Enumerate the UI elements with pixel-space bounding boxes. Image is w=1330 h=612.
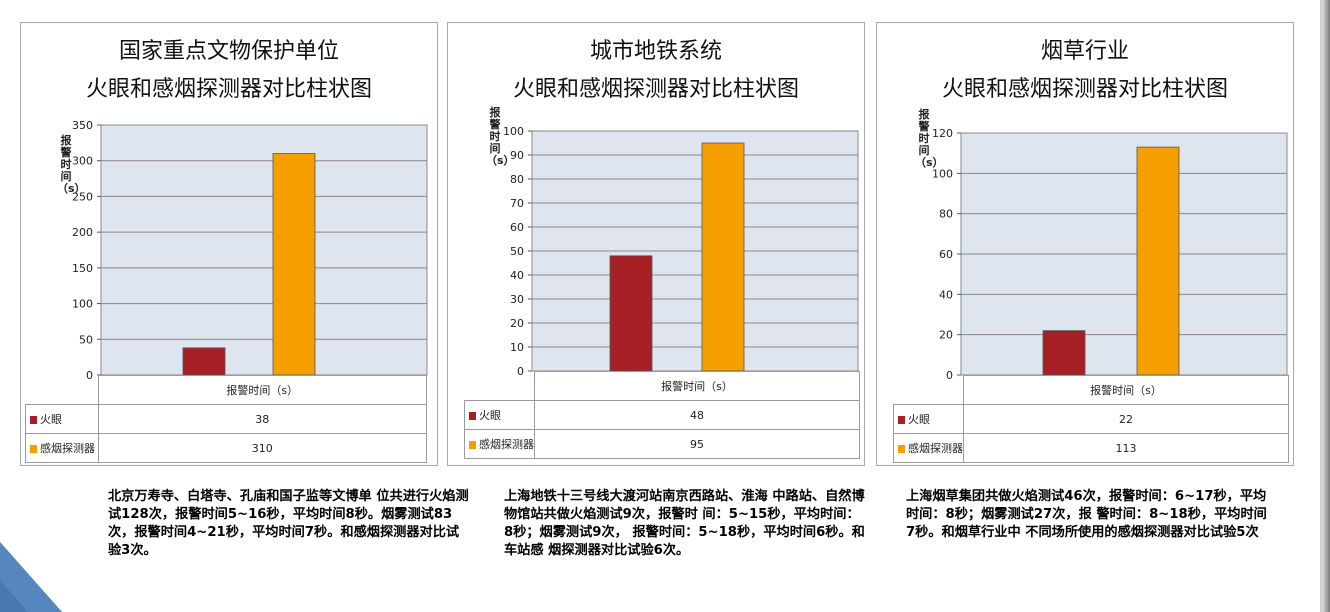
chart-title: 烟草行业 火眼和感烟探测器对比柱状图 [877,33,1293,109]
series-name: 火眼 [479,409,501,422]
y-tick-label: 90 [510,149,524,162]
y-tick-label: 20 [939,329,953,342]
series-name: 感烟探测器 [908,442,963,455]
table-header-row: 报警时间（s） [894,375,1289,405]
bar-plot: 0 10 20 30 40 50 60 70 80 90 100 [503,125,859,378]
smoke-detector-legend-swatch [30,445,37,453]
bar-smoke-detector [1136,146,1180,376]
y-tick-label: 150 [72,262,93,275]
data-value: 310 [97,433,427,463]
description-text: 上海烟草集团共做火焰测试46次，报警时间：6~17秒，平均时间：8秒；烟雾测试2… [906,489,1267,540]
data-value: 48 [534,400,860,430]
corner-triangle-decoration [0,542,62,612]
category-label: 报警时间（s） [963,375,1289,405]
y-tick-label: 350 [72,119,93,132]
fire-eye-legend-swatch [898,416,905,424]
y-tick-label: 100 [932,167,953,180]
description-text: 上海地铁十三号线大渡河站南京西路站、淮海 中路站、自然博物馆站共做火焰测试9次，… [504,489,865,558]
table-row: 感烟探测器 310 [25,433,427,463]
chart-panel-1: 国家重点文物保护单位 火眼和感烟探测器对比柱状图 报警时间（s） 0 50 100 1… [20,22,438,466]
y-tick-label: 0 [86,369,93,382]
y-tick-label: 100 [72,298,93,311]
y-tick-label: 20 [510,317,524,330]
category-label: 报警时间（s） [97,375,427,405]
fire-eye-legend-swatch [30,416,37,424]
bar-plot: 0 50 100 150 200 250 300 350 [72,119,428,382]
y-tick-label: 10 [510,341,524,354]
bar-plot: 0 20 40 60 80 100 120 [932,127,1288,382]
data-value: 38 [97,404,427,434]
y-tick-label: 50 [79,333,93,346]
y-tick-label: 50 [510,245,524,258]
chart-title-line1: 国家重点文物保护单位 [118,39,339,64]
bar-fire-eye [182,347,226,376]
data-value: 95 [534,429,860,459]
chart-title-line2: 火眼和感烟探测器对比柱状图 [512,77,799,102]
chart-title: 城市地铁系统 火眼和感烟探测器对比柱状图 [448,33,864,109]
y-tick-label: 30 [510,293,524,306]
y-tick-label: 0 [946,369,953,382]
table-row: 火眼 22 [893,404,1289,434]
chart-title: 国家重点文物保护单位 火眼和感烟探测器对比柱状图 [21,33,437,109]
y-tick-label: 0 [517,365,524,378]
y-tick-label: 80 [939,208,953,221]
table-row: 火眼 38 [25,404,427,434]
table-header-row: 报警时间（s） [465,371,860,401]
chart-title-line2: 火眼和感烟探测器对比柱状图 [941,77,1228,102]
table-row: 火眼 48 [464,400,860,430]
chart-panel-2: 城市地铁系统 火眼和感烟探测器对比柱状图 报警时间（s） 0 10 20 30 40 50… [447,22,865,466]
smoke-detector-legend-swatch [898,445,905,453]
data-value: 113 [963,433,1289,463]
table-row: 感烟探测器 113 [893,433,1289,463]
y-tick-label: 250 [72,190,93,203]
series-name: 感烟探测器 [479,438,534,451]
bar-smoke-detector [272,153,316,376]
data-table: 报警时间（s） 火眼 48 感烟探测器 95 [464,371,860,459]
plot-area [100,124,428,376]
chart-panel-3: 烟草行业 火眼和感烟探测器对比柱状图 报警时间（s） 0 20 40 60 80 100 1… [876,22,1294,466]
bar-fire-eye [1042,330,1086,376]
y-tick-label: 300 [72,155,93,168]
series-name: 火眼 [40,413,62,426]
chart-title-line1: 城市地铁系统 [589,39,722,64]
fire-eye-legend-swatch [469,412,476,420]
bar-fire-eye [609,255,653,372]
bar-smoke-detector [701,142,745,372]
data-value: 22 [963,404,1289,434]
y-tick-label: 120 [932,127,953,140]
y-tick-label: 200 [72,226,93,239]
y-tick-label: 40 [510,269,524,282]
category-label: 报警时间（s） [534,371,860,401]
smoke-detector-legend-swatch [469,441,476,449]
table-row: 感烟探测器 95 [464,429,860,459]
y-tick-label: 40 [939,288,953,301]
y-tick-label: 70 [510,197,524,210]
y-tick-label: 60 [939,248,953,261]
y-tick-label: 80 [510,173,524,186]
data-table: 报警时间（s） 火眼 22 感烟探测器 113 [893,375,1289,463]
chart-title-line1: 烟草行业 [1040,39,1129,64]
series-name: 感烟探测器 [40,442,95,455]
y-tick-label: 100 [503,125,524,138]
series-name: 火眼 [908,413,930,426]
right-edge-line [1320,0,1322,612]
description-text: 北京万寿寺、白塔寺、孔庙和国子监等文博单 位共进行火焰测试128次，报警时间5~… [108,489,469,558]
right-edge-bar [1322,0,1330,612]
y-tick-label: 60 [510,221,524,234]
data-table: 报警时间（s） 火眼 38 感烟探测器 310 [25,375,427,463]
chart-title-line2: 火眼和感烟探测器对比柱状图 [85,77,372,102]
table-header-row: 报警时间（s） [26,375,427,405]
